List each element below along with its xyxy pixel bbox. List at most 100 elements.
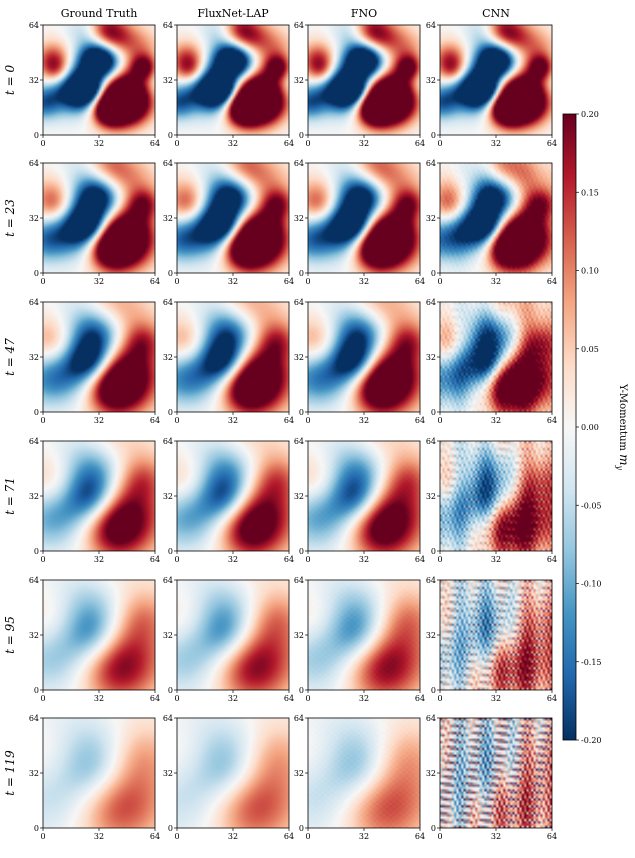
y-tick-label: 64 bbox=[426, 159, 436, 168]
column-title-ground-truth: Ground Truth bbox=[61, 7, 138, 20]
x-tick-label: 0 bbox=[174, 832, 179, 841]
heatmap-cnn-t95 bbox=[440, 580, 552, 690]
y-tick-label: 0 bbox=[168, 408, 173, 417]
heatmap-fno-t23 bbox=[308, 163, 420, 273]
x-tick-label: 64 bbox=[150, 555, 160, 564]
y-tick-label: 32 bbox=[163, 492, 173, 501]
y-tick-label: 0 bbox=[299, 131, 304, 140]
x-tick-label: 0 bbox=[40, 416, 45, 425]
colorbar-label-subscript: y bbox=[615, 464, 624, 470]
y-tick-label: 0 bbox=[431, 824, 436, 833]
x-tick-label: 32 bbox=[359, 139, 369, 148]
y-tick-label: 0 bbox=[168, 131, 173, 140]
x-tick-label: 0 bbox=[174, 277, 179, 286]
y-tick-label: 64 bbox=[426, 298, 436, 307]
x-tick-label: 32 bbox=[491, 139, 501, 148]
x-tick-label: 32 bbox=[94, 694, 104, 703]
x-tick-label: 64 bbox=[415, 277, 425, 286]
y-tick-label: 64 bbox=[29, 437, 39, 446]
y-tick-label: 0 bbox=[299, 269, 304, 278]
x-tick-label: 32 bbox=[359, 416, 369, 425]
x-tick-label: 64 bbox=[284, 832, 294, 841]
x-tick-label: 0 bbox=[305, 277, 310, 286]
y-tick-label: 0 bbox=[168, 686, 173, 695]
heatmap-fluxnet-lap-t47 bbox=[177, 302, 289, 412]
y-tick-label: 0 bbox=[431, 131, 436, 140]
row-label-t95: t = 95 bbox=[3, 616, 17, 654]
heatmap-ground-truth-t47 bbox=[43, 302, 155, 412]
y-tick-label: 0 bbox=[431, 269, 436, 278]
colorbar-tick-label: 0.05 bbox=[581, 345, 599, 354]
x-tick-label: 0 bbox=[174, 416, 179, 425]
y-tick-label: 32 bbox=[294, 631, 304, 640]
y-tick-label: 32 bbox=[163, 76, 173, 85]
y-tick-label: 0 bbox=[34, 131, 39, 140]
y-tick-label: 64 bbox=[294, 576, 304, 585]
x-tick-label: 32 bbox=[94, 277, 104, 286]
x-tick-label: 32 bbox=[94, 832, 104, 841]
y-tick-label: 64 bbox=[163, 576, 173, 585]
x-tick-label: 32 bbox=[94, 139, 104, 148]
x-tick-label: 0 bbox=[40, 139, 45, 148]
x-tick-label: 0 bbox=[174, 694, 179, 703]
x-tick-label: 0 bbox=[305, 555, 310, 564]
y-tick-label: 0 bbox=[34, 408, 39, 417]
x-tick-label: 32 bbox=[491, 277, 501, 286]
y-tick-label: 64 bbox=[29, 576, 39, 585]
y-tick-label: 64 bbox=[426, 437, 436, 446]
y-tick-label: 64 bbox=[163, 159, 173, 168]
x-tick-label: 32 bbox=[228, 139, 238, 148]
x-tick-label: 64 bbox=[415, 555, 425, 564]
y-tick-label: 64 bbox=[426, 21, 436, 30]
colorbar-label: Y-Momentum my bbox=[615, 383, 631, 471]
heatmap-ground-truth-t0 bbox=[43, 25, 155, 135]
y-tick-label: 64 bbox=[29, 714, 39, 723]
x-tick-label: 32 bbox=[359, 694, 369, 703]
heatmap-fno-t119 bbox=[308, 718, 420, 828]
x-tick-label: 64 bbox=[547, 555, 557, 564]
heatmap-cnn-t71 bbox=[440, 441, 552, 551]
x-tick-label: 64 bbox=[547, 277, 557, 286]
column-title-cnn: CNN bbox=[482, 7, 510, 20]
x-tick-label: 0 bbox=[305, 416, 310, 425]
x-tick-label: 64 bbox=[415, 139, 425, 148]
x-tick-label: 64 bbox=[150, 416, 160, 425]
y-tick-label: 0 bbox=[34, 686, 39, 695]
y-tick-label: 0 bbox=[299, 686, 304, 695]
colorbar-tick-label: -0.05 bbox=[581, 501, 602, 510]
heatmap-fluxnet-lap-t0 bbox=[177, 25, 289, 135]
x-tick-label: 0 bbox=[305, 832, 310, 841]
y-tick-label: 0 bbox=[34, 269, 39, 278]
x-tick-label: 64 bbox=[284, 416, 294, 425]
heatmap-fluxnet-lap-t71 bbox=[177, 441, 289, 551]
row-label-t119: t = 119 bbox=[3, 750, 17, 796]
x-tick-label: 64 bbox=[150, 832, 160, 841]
y-tick-label: 32 bbox=[163, 769, 173, 778]
x-tick-label: 64 bbox=[547, 694, 557, 703]
x-tick-label: 64 bbox=[150, 694, 160, 703]
x-tick-label: 32 bbox=[228, 277, 238, 286]
x-tick-label: 0 bbox=[305, 694, 310, 703]
y-tick-label: 32 bbox=[29, 631, 39, 640]
x-tick-label: 32 bbox=[359, 832, 369, 841]
x-tick-label: 64 bbox=[284, 139, 294, 148]
heatmap-ground-truth-t23 bbox=[43, 163, 155, 273]
y-tick-label: 0 bbox=[168, 547, 173, 556]
y-tick-label: 32 bbox=[294, 492, 304, 501]
row-label-t23: t = 23 bbox=[3, 199, 17, 237]
x-tick-label: 0 bbox=[40, 277, 45, 286]
x-tick-label: 32 bbox=[491, 416, 501, 425]
y-tick-label: 64 bbox=[29, 21, 39, 30]
colorbar-tick-label: -0.15 bbox=[581, 658, 602, 667]
y-tick-label: 64 bbox=[163, 21, 173, 30]
colorbar-tick-label: 0.10 bbox=[581, 267, 599, 276]
x-tick-label: 32 bbox=[228, 416, 238, 425]
y-tick-label: 32 bbox=[426, 76, 436, 85]
y-tick-label: 64 bbox=[426, 714, 436, 723]
y-tick-label: 0 bbox=[34, 547, 39, 556]
x-tick-label: 0 bbox=[40, 832, 45, 841]
y-tick-label: 0 bbox=[299, 824, 304, 833]
x-tick-label: 32 bbox=[94, 555, 104, 564]
x-tick-label: 32 bbox=[228, 832, 238, 841]
y-tick-label: 0 bbox=[34, 824, 39, 833]
